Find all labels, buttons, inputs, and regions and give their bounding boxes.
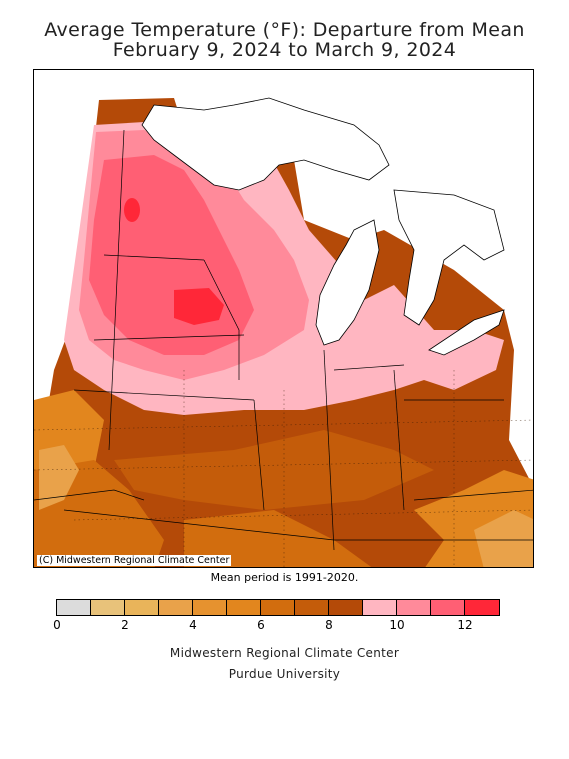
legend-swatch (57, 600, 91, 615)
legend-swatch (363, 600, 397, 615)
map-region-light-orange-w (39, 445, 79, 510)
legend-swatch (465, 600, 499, 615)
legend-swatch (397, 600, 431, 615)
lake-huron (393, 189, 505, 326)
legend-swatch (91, 600, 125, 615)
legend-swatch (159, 600, 193, 615)
temperature-departure-map: (C) Midwestern Regional Climate Center (33, 69, 534, 568)
legend-tick-label: 10 (389, 618, 405, 632)
lake-erie (428, 309, 505, 356)
legend-tick-label: 0 (53, 618, 61, 632)
map-region-red (174, 288, 224, 325)
map-region-red-north (124, 198, 140, 222)
color-legend (56, 599, 500, 616)
footer-org: Midwestern Regional Climate Center (169, 646, 400, 660)
legend-swatch (125, 600, 159, 615)
county-lines (34, 370, 533, 567)
legend-tick-label: 2 (121, 618, 129, 632)
map-region-brown-mid (114, 430, 434, 510)
legend-tick-label: 12 (457, 618, 473, 632)
legend-swatch (329, 600, 363, 615)
legend-tick-label: 8 (325, 618, 333, 632)
legend-tick-label: 6 (257, 618, 265, 632)
legend-swatch (227, 600, 261, 615)
state-boundaries (34, 129, 533, 551)
legend-swatch (261, 600, 295, 615)
lake-superior (141, 97, 390, 191)
mean-period-note: Mean period is 1991-2020. (210, 571, 359, 584)
map-title-line2: February 9, 2024 to March 9, 2024 (112, 39, 457, 61)
legend-swatch (431, 600, 465, 615)
lake-michigan (315, 219, 380, 346)
footer-university: Purdue University (228, 667, 341, 681)
map-region-light-orange-se (474, 510, 533, 567)
map-credit: (C) Midwestern Regional Climate Center (37, 555, 232, 566)
map-region-orange-south (184, 510, 372, 567)
legend-swatch (295, 600, 329, 615)
legend-swatch (193, 600, 227, 615)
legend-tick-label: 4 (189, 618, 197, 632)
map-graphic (34, 97, 533, 567)
map-title-line1: Average Temperature (°F): Departure from… (44, 19, 525, 41)
